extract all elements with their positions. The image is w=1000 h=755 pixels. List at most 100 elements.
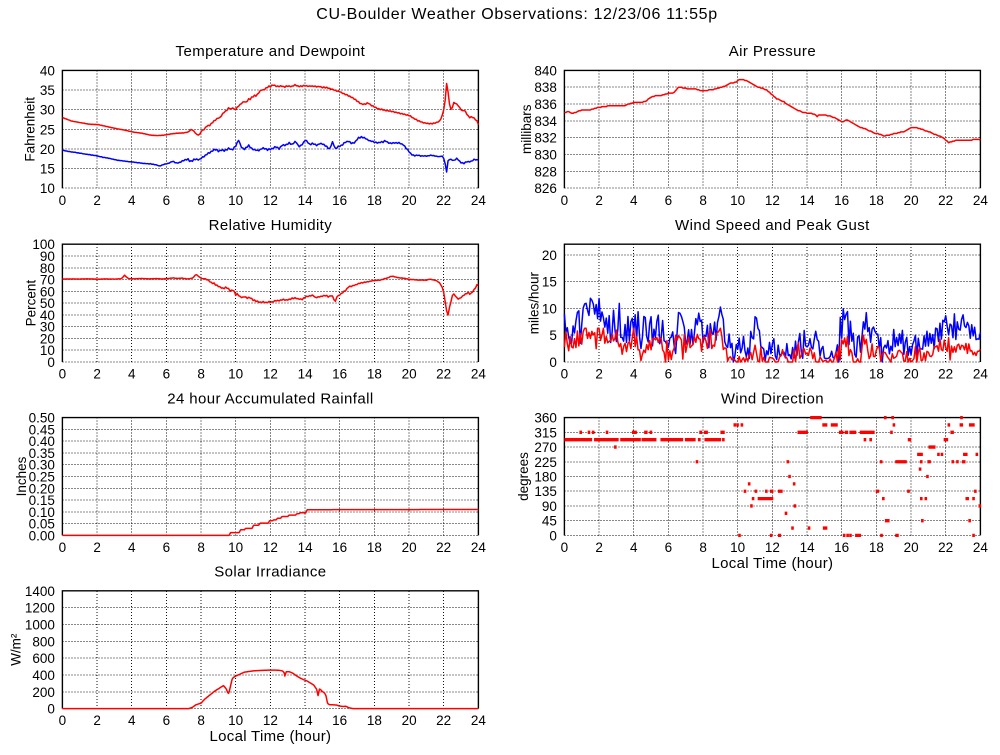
svg-text:400: 400 bbox=[32, 668, 55, 683]
svg-text:70: 70 bbox=[40, 273, 55, 288]
svg-text:8: 8 bbox=[699, 193, 707, 208]
svg-text:14: 14 bbox=[298, 367, 314, 382]
svg-text:0.50: 0.50 bbox=[29, 411, 55, 426]
svg-text:135: 135 bbox=[534, 484, 557, 499]
svg-text:225: 225 bbox=[534, 455, 557, 470]
svg-text:6: 6 bbox=[665, 193, 673, 208]
svg-text:18: 18 bbox=[367, 713, 382, 728]
svg-text:10: 10 bbox=[730, 367, 745, 382]
svg-text:15: 15 bbox=[40, 162, 55, 177]
svg-text:6: 6 bbox=[163, 540, 171, 555]
svg-text:22: 22 bbox=[938, 540, 953, 555]
svg-text:8: 8 bbox=[197, 540, 205, 555]
svg-text:8: 8 bbox=[197, 713, 205, 728]
svg-text:24: 24 bbox=[471, 540, 487, 555]
svg-text:20: 20 bbox=[40, 142, 55, 157]
svg-text:10: 10 bbox=[40, 181, 55, 196]
svg-text:0: 0 bbox=[59, 540, 67, 555]
svg-text:millibars: millibars bbox=[519, 104, 534, 154]
svg-text:12: 12 bbox=[765, 540, 780, 555]
svg-text:0.35: 0.35 bbox=[29, 446, 55, 461]
svg-text:24: 24 bbox=[973, 193, 989, 208]
svg-text:20: 20 bbox=[402, 540, 417, 555]
svg-text:16: 16 bbox=[332, 713, 347, 728]
svg-text:1000: 1000 bbox=[25, 618, 55, 633]
svg-text:0: 0 bbox=[47, 702, 55, 717]
svg-text:2: 2 bbox=[93, 193, 101, 208]
svg-text:0: 0 bbox=[549, 355, 557, 370]
svg-text:Wind Speed and Peak Gust: Wind Speed and Peak Gust bbox=[675, 217, 870, 234]
svg-text:Solar Irradiance: Solar Irradiance bbox=[214, 564, 326, 581]
svg-text:22: 22 bbox=[938, 367, 953, 382]
svg-text:4: 4 bbox=[128, 367, 136, 382]
svg-text:W/m²: W/m² bbox=[8, 633, 23, 666]
svg-text:6: 6 bbox=[163, 367, 171, 382]
svg-text:20: 20 bbox=[904, 367, 919, 382]
svg-text:0.45: 0.45 bbox=[29, 422, 55, 437]
svg-text:14: 14 bbox=[298, 193, 314, 208]
svg-text:22: 22 bbox=[938, 193, 953, 208]
svg-text:2: 2 bbox=[595, 540, 603, 555]
svg-text:600: 600 bbox=[32, 651, 55, 666]
svg-text:18: 18 bbox=[869, 367, 884, 382]
svg-text:10: 10 bbox=[40, 343, 55, 358]
svg-text:6: 6 bbox=[163, 713, 171, 728]
svg-text:826: 826 bbox=[534, 181, 557, 196]
svg-text:18: 18 bbox=[367, 367, 382, 382]
svg-text:18: 18 bbox=[367, 193, 382, 208]
svg-text:12: 12 bbox=[263, 193, 278, 208]
svg-text:830: 830 bbox=[534, 148, 557, 163]
svg-text:24: 24 bbox=[471, 367, 487, 382]
svg-text:2: 2 bbox=[93, 540, 101, 555]
svg-text:1200: 1200 bbox=[25, 601, 55, 616]
svg-text:18: 18 bbox=[367, 540, 382, 555]
svg-text:200: 200 bbox=[32, 685, 55, 700]
svg-text:Inches: Inches bbox=[14, 456, 29, 496]
svg-text:22: 22 bbox=[436, 367, 451, 382]
svg-text:25: 25 bbox=[40, 122, 55, 137]
svg-text:14: 14 bbox=[298, 540, 314, 555]
svg-text:0.00: 0.00 bbox=[29, 528, 55, 543]
svg-text:Local Time (hour): Local Time (hour) bbox=[209, 728, 331, 745]
svg-text:10: 10 bbox=[228, 193, 243, 208]
svg-text:0.10: 0.10 bbox=[29, 505, 55, 520]
svg-text:16: 16 bbox=[834, 193, 849, 208]
svg-text:24: 24 bbox=[471, 713, 487, 728]
svg-text:0: 0 bbox=[561, 193, 569, 208]
svg-text:45: 45 bbox=[542, 514, 557, 529]
svg-text:5: 5 bbox=[549, 328, 557, 343]
svg-text:14: 14 bbox=[800, 193, 816, 208]
svg-text:10: 10 bbox=[228, 540, 243, 555]
svg-text:8: 8 bbox=[197, 367, 205, 382]
svg-text:30: 30 bbox=[40, 103, 55, 118]
svg-text:24: 24 bbox=[973, 367, 989, 382]
svg-text:4: 4 bbox=[128, 193, 136, 208]
svg-text:14: 14 bbox=[298, 713, 314, 728]
svg-text:0: 0 bbox=[59, 367, 67, 382]
svg-text:2: 2 bbox=[595, 193, 603, 208]
svg-text:800: 800 bbox=[32, 634, 55, 649]
svg-text:0.15: 0.15 bbox=[29, 493, 55, 508]
svg-text:12: 12 bbox=[765, 193, 780, 208]
svg-text:0.05: 0.05 bbox=[29, 517, 55, 532]
svg-text:30: 30 bbox=[40, 320, 55, 335]
svg-text:Percent: Percent bbox=[23, 280, 38, 327]
svg-text:Temperature and Dewpoint: Temperature and Dewpoint bbox=[176, 43, 366, 60]
svg-text:14: 14 bbox=[800, 367, 816, 382]
svg-text:50: 50 bbox=[40, 296, 55, 311]
svg-text:80: 80 bbox=[40, 261, 55, 276]
svg-text:4: 4 bbox=[128, 540, 136, 555]
svg-text:0: 0 bbox=[561, 540, 569, 555]
svg-text:12: 12 bbox=[263, 540, 278, 555]
svg-text:0: 0 bbox=[561, 367, 569, 382]
svg-text:834: 834 bbox=[534, 114, 557, 129]
svg-text:4: 4 bbox=[630, 540, 638, 555]
svg-text:0.25: 0.25 bbox=[29, 470, 55, 485]
svg-text:0.40: 0.40 bbox=[29, 434, 55, 449]
svg-text:miles/hour: miles/hour bbox=[526, 271, 541, 334]
svg-text:315: 315 bbox=[534, 425, 557, 440]
svg-text:6: 6 bbox=[665, 540, 673, 555]
svg-text:10: 10 bbox=[228, 367, 243, 382]
svg-text:6: 6 bbox=[163, 193, 171, 208]
svg-text:40: 40 bbox=[40, 308, 55, 323]
